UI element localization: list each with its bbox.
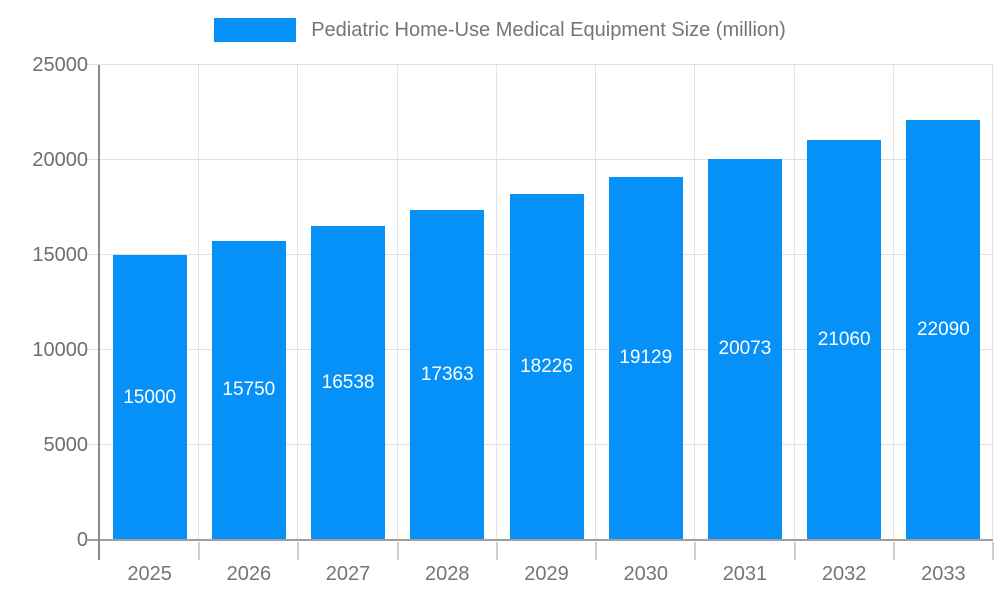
- y-tick-label: 25000: [32, 54, 88, 76]
- x-tick-label: 2026: [226, 563, 272, 585]
- plot-area: 0 5000 10000 15000 20000 25000 15000 2025 15750 2…: [32, 54, 994, 585]
- bar: [311, 225, 386, 540]
- bar-value-label: 18226: [520, 355, 573, 377]
- bar: [707, 158, 782, 540]
- y-tick-label: 20000: [32, 149, 88, 171]
- x-boundary-tick: [892, 542, 895, 560]
- bar-value-label: 19129: [619, 347, 673, 369]
- bar-value-label: 21060: [817, 328, 871, 350]
- bar-value-label: 15750: [222, 379, 276, 401]
- h-gridline: [85, 159, 993, 160]
- bar: [608, 176, 683, 540]
- y-tick-label: 10000: [32, 339, 88, 361]
- bar-value-label: 20073: [718, 338, 772, 360]
- x-tick-label: 2027: [325, 563, 371, 585]
- x-tick-label: 2032: [821, 563, 867, 585]
- bar: [807, 139, 882, 540]
- x-boundary-tick: [297, 542, 300, 560]
- x-tick-label: 2028: [425, 563, 470, 585]
- x-tick-label: 2030: [623, 563, 668, 585]
- bar-value-label: 17363: [420, 364, 474, 386]
- v-gridline: [694, 65, 696, 540]
- bar: [112, 255, 187, 540]
- bar-value-label: 15000: [123, 386, 177, 408]
- y-tick-label: 5000: [43, 434, 89, 456]
- x-boundary-tick: [992, 542, 994, 560]
- bar: [509, 193, 584, 540]
- x-tick-label: 2025: [127, 563, 172, 585]
- y-tick-label: 15000: [32, 244, 88, 266]
- x-tick-label: 2029: [524, 563, 569, 585]
- chart-legend[interactable]: Pediatric Home-Use Medical Equipment Siz…: [0, 0, 1000, 60]
- x-boundary-tick: [396, 542, 399, 560]
- v-gridline: [595, 65, 597, 540]
- x-tick-label: 2033: [921, 563, 966, 585]
- v-gridline: [297, 65, 299, 540]
- v-gridline: [396, 65, 398, 540]
- bar: [906, 120, 981, 540]
- legend-label: Pediatric Home-Use Medical Equipment Siz…: [311, 18, 786, 41]
- v-gridline: [992, 65, 993, 540]
- bar-value-label: 22090: [916, 319, 970, 341]
- y-axis-line: [98, 65, 100, 560]
- x-boundary-tick: [198, 542, 201, 560]
- bar: [211, 240, 286, 540]
- v-gridline: [793, 65, 795, 540]
- v-gridline: [892, 65, 894, 540]
- y-tick-label: 0: [76, 529, 88, 551]
- x-tick-label: 2031: [722, 563, 768, 585]
- x-axis-line: [85, 539, 993, 541]
- x-boundary-tick: [495, 542, 498, 560]
- x-boundary-tick: [793, 542, 796, 560]
- x-boundary-tick: [694, 542, 697, 560]
- bar: [410, 210, 485, 540]
- bar-value-label: 16538: [321, 371, 375, 393]
- v-gridline: [495, 65, 497, 540]
- legend-swatch: [214, 18, 297, 42]
- h-gridline: [85, 64, 993, 65]
- v-gridline: [198, 65, 200, 540]
- x-boundary-tick: [595, 542, 598, 560]
